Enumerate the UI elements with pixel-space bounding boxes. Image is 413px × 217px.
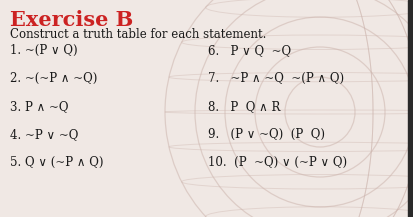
Text: 2. ~(~P ∧ ~Q): 2. ~(~P ∧ ~Q) bbox=[10, 72, 97, 85]
Text: 9.   (P ∨ ~Q)  (P  Q): 9. (P ∨ ~Q) (P Q) bbox=[207, 128, 324, 141]
Text: 1. ~(P ∨ Q): 1. ~(P ∨ Q) bbox=[10, 44, 78, 57]
Text: Construct a truth table for each statement.: Construct a truth table for each stateme… bbox=[10, 28, 266, 41]
Text: 6.   P ∨ Q  ~Q: 6. P ∨ Q ~Q bbox=[207, 44, 290, 57]
Text: 3. P ∧ ~Q: 3. P ∧ ~Q bbox=[10, 100, 68, 113]
Text: 8.   P  Q ∧ R: 8. P Q ∧ R bbox=[207, 100, 280, 113]
Text: Exercise B: Exercise B bbox=[10, 10, 133, 30]
Text: 5. Q ∨ (~P ∧ Q): 5. Q ∨ (~P ∧ Q) bbox=[10, 156, 103, 169]
Bar bbox=[407, 0, 413, 217]
Text: 10.  (P  ~Q) ∨ (~P ∨ Q): 10. (P ~Q) ∨ (~P ∨ Q) bbox=[207, 156, 346, 169]
Text: 7.   ~P ∧ ~Q  ~(P ∧ Q): 7. ~P ∧ ~Q ~(P ∧ Q) bbox=[207, 72, 343, 85]
Text: 4. ~P ∨ ~Q: 4. ~P ∨ ~Q bbox=[10, 128, 78, 141]
